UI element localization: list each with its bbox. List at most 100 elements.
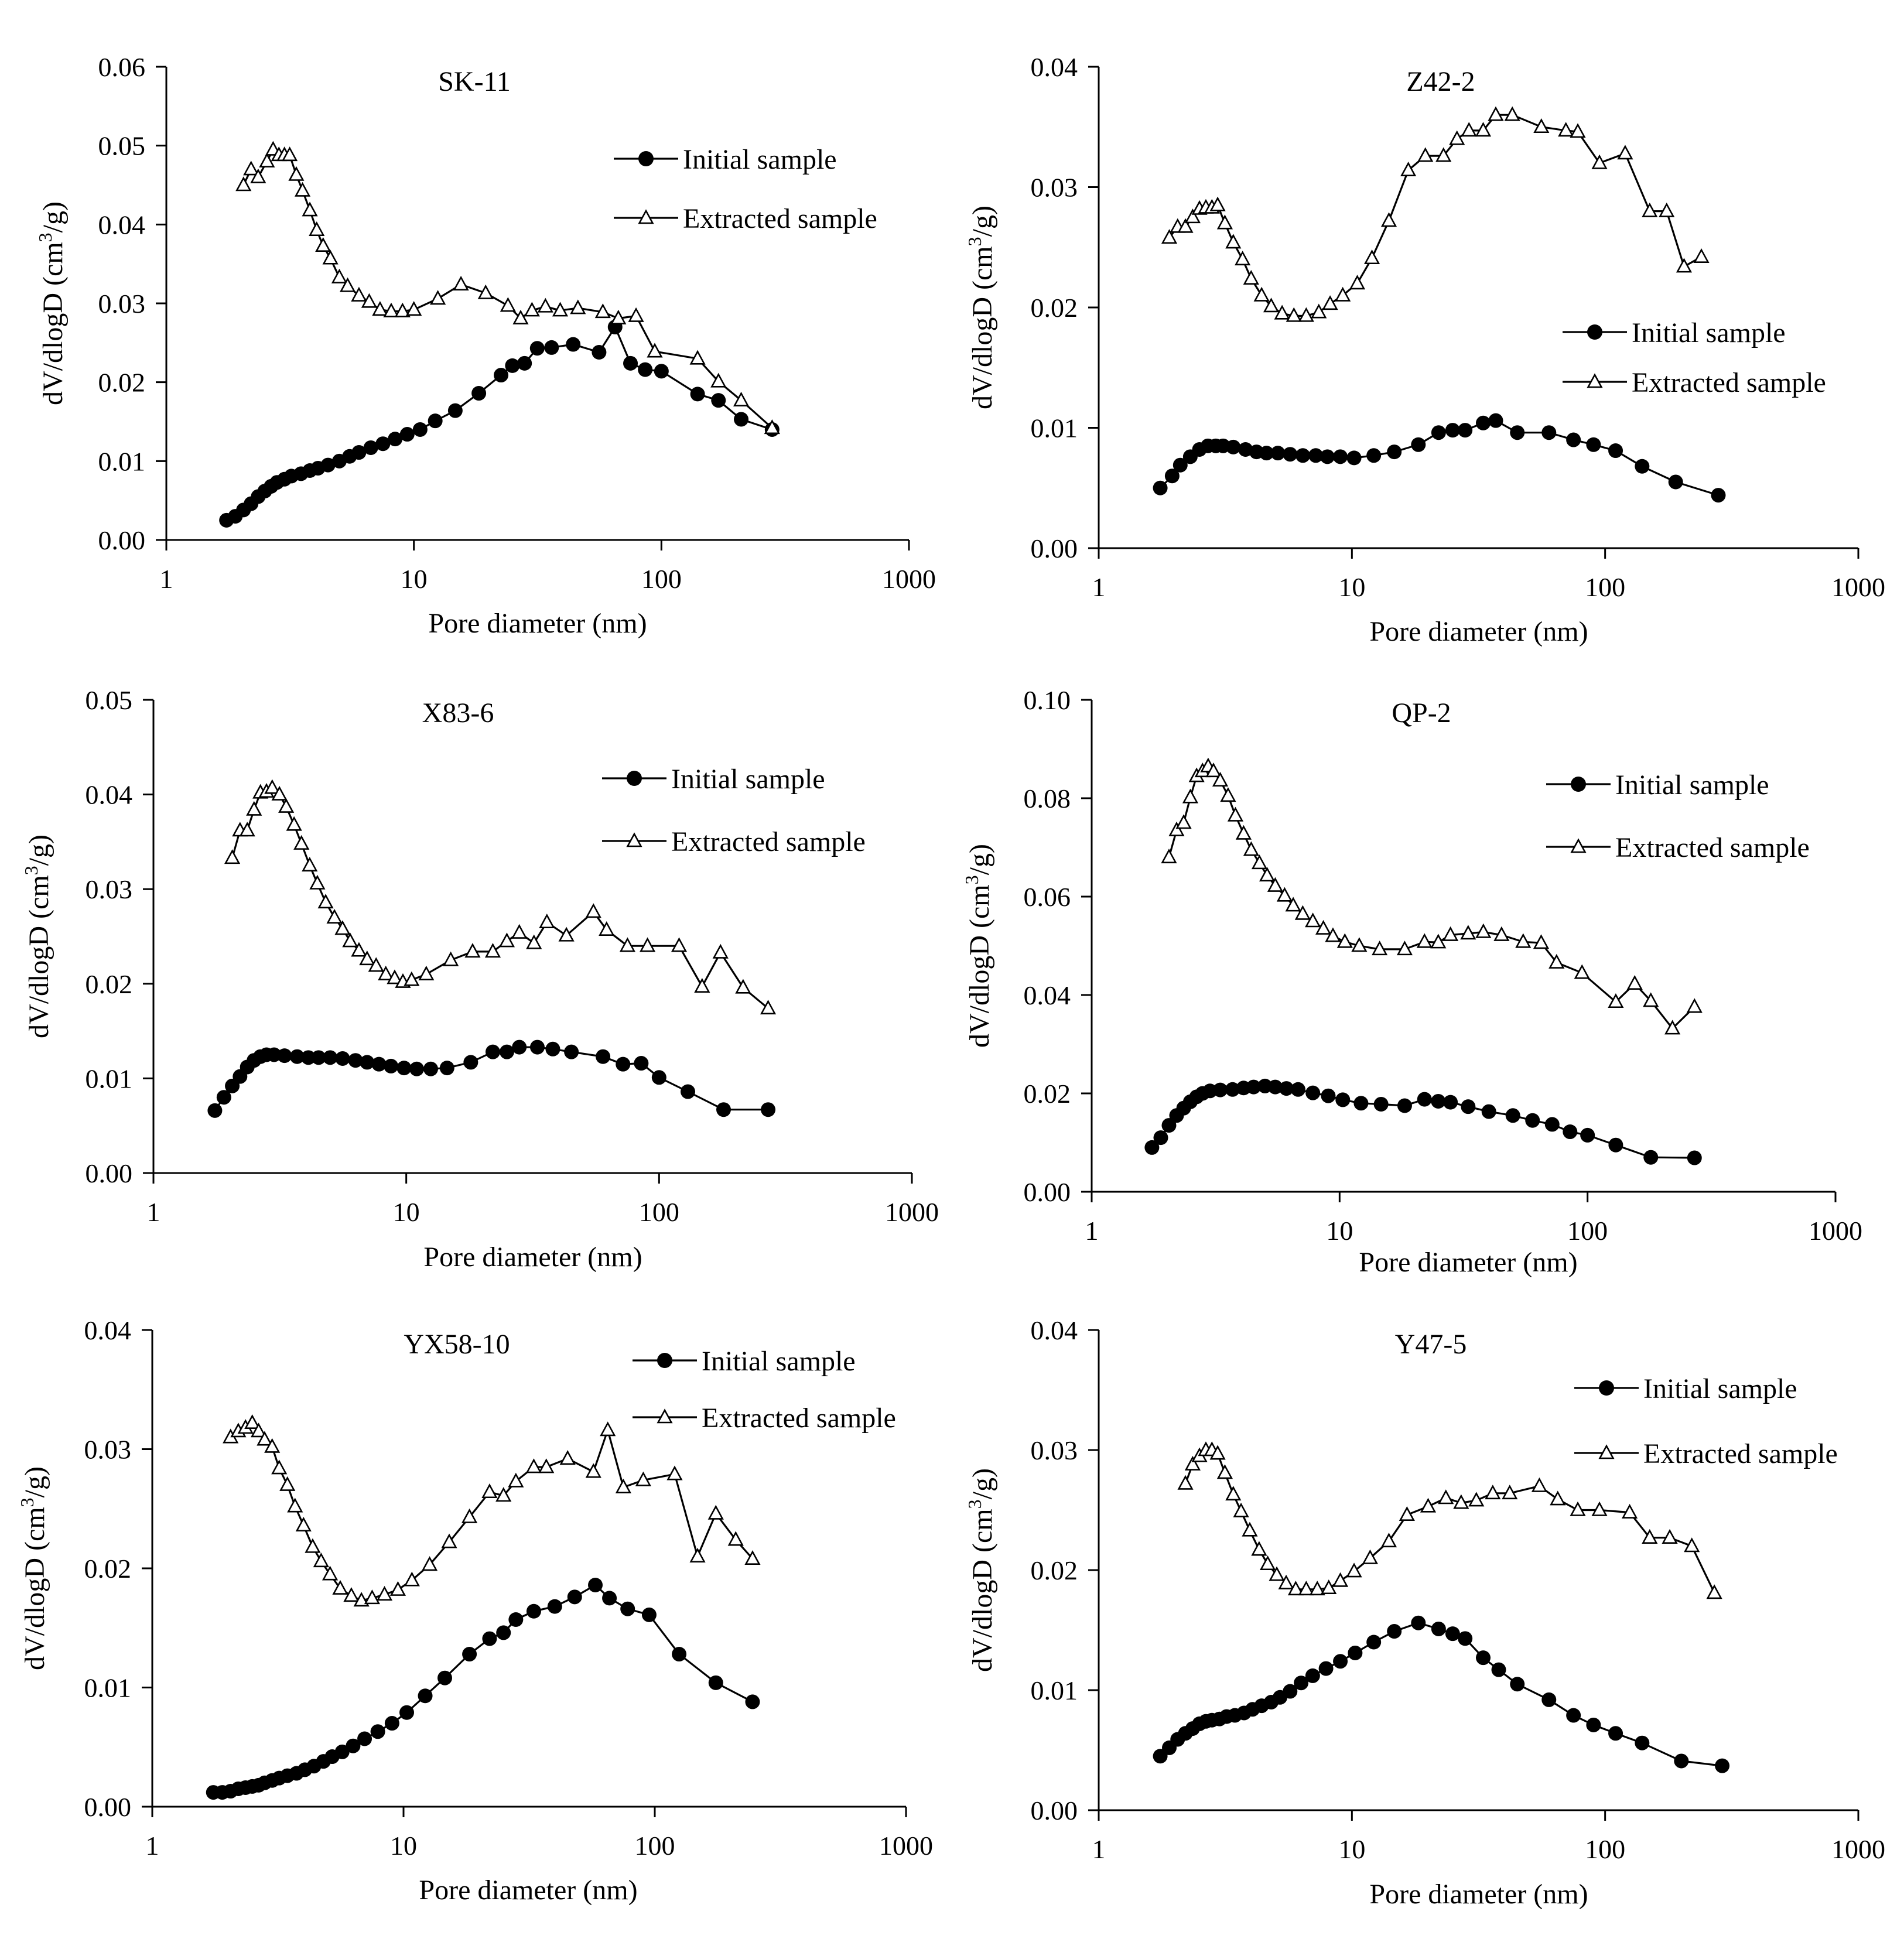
data-point xyxy=(1363,249,1380,265)
data-point xyxy=(370,1724,385,1739)
y-tick-label: 0.10 xyxy=(1024,685,1071,715)
data-point xyxy=(278,798,295,813)
data-point xyxy=(1533,934,1550,949)
y-tick-label: 0.04 xyxy=(1031,1315,1078,1345)
data-point xyxy=(1298,307,1314,322)
data-point xyxy=(326,908,343,924)
legend: Initial sample Extracted sample xyxy=(614,144,877,234)
data-point xyxy=(495,1487,512,1502)
data-point xyxy=(481,1483,498,1499)
data-point xyxy=(430,290,446,305)
data-point xyxy=(428,413,443,429)
data-point xyxy=(418,1688,433,1704)
data-point xyxy=(594,303,611,319)
data-point xyxy=(1362,1549,1378,1564)
data-point xyxy=(453,275,469,290)
data-point xyxy=(1220,787,1236,802)
data-point xyxy=(1662,1529,1678,1544)
data-point xyxy=(1216,214,1233,230)
data-point xyxy=(418,965,435,980)
data-point xyxy=(1435,147,1452,162)
data-point xyxy=(735,979,751,994)
series-initial xyxy=(219,319,780,528)
data-point xyxy=(1563,1124,1578,1140)
data-point xyxy=(1642,1529,1658,1544)
x-tick-label: 1000 xyxy=(1831,1834,1885,1864)
y-tick-label: 0.06 xyxy=(98,52,146,82)
data-point xyxy=(1643,992,1659,1007)
data-point xyxy=(389,1581,406,1596)
data-point xyxy=(266,1047,282,1062)
y-axis-label: dV/dlogD (cm3/g) xyxy=(964,1468,998,1672)
chart-panel-z42-2: 0.00 0.01 0.02 0.03 0.04 1 10 100 1000 Pore diame… xyxy=(964,52,1885,647)
y-tick-label: 0.00 xyxy=(1024,1177,1071,1207)
data-point xyxy=(1411,1615,1426,1630)
data-point xyxy=(1177,218,1194,233)
data-point xyxy=(301,1050,316,1065)
data-point xyxy=(1225,234,1242,249)
x-axis-label: Pore diameter (nm) xyxy=(1359,1247,1577,1278)
data-point xyxy=(711,393,726,408)
data-point xyxy=(558,926,575,942)
data-point xyxy=(1488,413,1503,428)
data-point xyxy=(610,309,627,324)
data-point xyxy=(1235,825,1252,840)
data-point xyxy=(1566,1708,1581,1723)
data-point xyxy=(1400,162,1417,177)
data-point xyxy=(1504,106,1520,121)
data-point xyxy=(294,182,311,197)
legend: Initial sample Extracted sample xyxy=(602,764,866,857)
data-point xyxy=(1259,1555,1276,1571)
data-point xyxy=(1570,1501,1586,1516)
data-point xyxy=(243,160,259,176)
data-point xyxy=(1209,196,1226,211)
data-point xyxy=(1531,1477,1548,1492)
data-point xyxy=(559,1450,576,1465)
y-tick-label: 0.02 xyxy=(1031,1555,1078,1585)
legend-marker xyxy=(1587,324,1602,340)
legend: Initial sample Extracted sample xyxy=(1546,770,1810,863)
legend-label: Extracted sample xyxy=(1632,367,1826,398)
data-point xyxy=(1617,145,1633,160)
data-point xyxy=(387,969,403,984)
data-point xyxy=(585,1463,601,1478)
data-point xyxy=(399,427,415,442)
data-point xyxy=(525,1458,542,1473)
data-point xyxy=(1453,1494,1469,1509)
data-point xyxy=(647,343,663,358)
data-point xyxy=(1242,1521,1258,1537)
data-point xyxy=(250,1423,267,1438)
data-point xyxy=(359,950,375,966)
legend: Initial sample Extracted sample xyxy=(1574,1373,1838,1469)
legend-label: Initial sample xyxy=(671,764,825,795)
data-point xyxy=(1243,269,1259,285)
data-point xyxy=(322,249,339,265)
data-point xyxy=(1318,1661,1334,1676)
data-point xyxy=(1442,926,1459,941)
data-point xyxy=(1259,867,1276,882)
data-point xyxy=(564,1044,579,1059)
data-point xyxy=(1397,1098,1412,1113)
series-extracted xyxy=(224,779,777,1015)
y-tick-label: 0.06 xyxy=(1024,882,1071,912)
data-point xyxy=(1711,488,1726,503)
data-point xyxy=(1373,1096,1389,1112)
y-tick-label: 0.02 xyxy=(84,1554,132,1584)
data-point xyxy=(309,874,326,890)
legend-marker xyxy=(657,1353,672,1368)
legend-label: Initial sample xyxy=(1643,1373,1797,1404)
x-tick-label: 100 xyxy=(1585,1834,1625,1864)
data-point xyxy=(485,1044,500,1059)
data-point xyxy=(378,965,394,980)
data-point xyxy=(1349,275,1366,290)
data-point xyxy=(526,1603,541,1619)
data-point xyxy=(734,412,749,427)
chart-panel-y47-5: 0.00 0.01 0.02 0.03 0.04 1 10 100 1000 Pore diame… xyxy=(964,1315,1885,1910)
data-point xyxy=(322,1565,339,1581)
data-point xyxy=(1396,941,1413,956)
chart-title: Y47-5 xyxy=(1395,1329,1467,1360)
data-point xyxy=(277,1048,292,1064)
data-point xyxy=(1460,925,1476,940)
data-point xyxy=(508,1472,524,1488)
data-point xyxy=(1286,307,1302,322)
